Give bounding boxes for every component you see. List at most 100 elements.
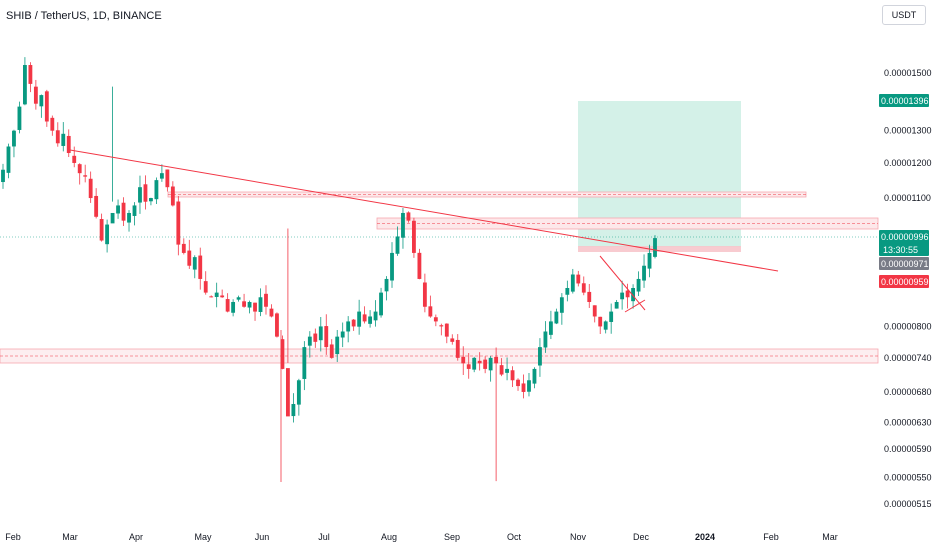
candle-body [625, 290, 630, 298]
candle-body [285, 368, 290, 417]
candle-body [214, 292, 219, 297]
candle-body [198, 255, 203, 279]
candle-body [472, 357, 477, 370]
x-tick-label: Feb [763, 532, 779, 542]
y-tick-label: 0.00001200 [884, 158, 932, 168]
x-tick-label: Jul [318, 532, 330, 542]
candles-layer [1, 57, 657, 482]
candle-body [538, 347, 542, 366]
trendline-main[interactable] [69, 149, 779, 272]
candle-body [258, 297, 263, 312]
x-tick-label: Aug [381, 532, 397, 542]
candle-body [576, 274, 581, 284]
candle-body [1, 169, 5, 183]
candle-body [554, 311, 559, 324]
candle-body [620, 292, 625, 300]
x-tick-label: Nov [570, 532, 587, 542]
candle-body [187, 250, 192, 266]
candle-body [72, 155, 77, 163]
candle-body [422, 282, 427, 307]
price-tag [879, 94, 929, 107]
candle-body [642, 265, 646, 281]
candle-body [499, 365, 504, 375]
candle-body [192, 257, 197, 270]
candle-body [116, 205, 120, 214]
y-axis: 0.00001500 0.00001300 0.00001200 0.00001100… [884, 68, 932, 509]
candle-body [379, 292, 383, 316]
candle-body [351, 319, 356, 327]
candle-body [203, 281, 208, 293]
candle-body [22, 65, 27, 105]
candle-body [581, 283, 586, 293]
price-tags: 0.00001396 0.00000996 13:30:55 0.00000971 0.… [879, 94, 929, 288]
y-tick-label: 0.00001300 [884, 126, 932, 136]
candle-body [50, 117, 55, 131]
currency-button[interactable]: USDT [882, 5, 926, 25]
candle-body [275, 313, 279, 337]
candle-body [302, 347, 307, 379]
candle-body [88, 178, 93, 199]
candle-body [417, 252, 422, 279]
candle-body [521, 383, 526, 392]
candle-body [494, 356, 499, 364]
candle-body [455, 339, 460, 358]
candle-body [340, 331, 345, 338]
candle-body [127, 212, 131, 223]
price-tag [879, 275, 929, 288]
x-tick-label: May [194, 532, 212, 542]
candle-body [559, 297, 564, 313]
candle-body [395, 236, 400, 254]
chart-title: SHIB / TetherUS, 1D, BINANCE [6, 10, 162, 22]
candle-body [138, 187, 142, 203]
candle-body [439, 325, 444, 327]
candle-body [428, 306, 433, 317]
candle-body [384, 278, 389, 292]
candle-body [77, 164, 82, 174]
candle-body [357, 311, 362, 327]
trendline-short[interactable] [599, 255, 646, 311]
candle-body [61, 133, 66, 146]
candle-body [390, 252, 394, 281]
x-tick-label: Sep [444, 532, 460, 542]
candle-body [362, 314, 367, 322]
candle-body [461, 356, 466, 364]
candle-body [291, 403, 296, 417]
candle-body [527, 380, 531, 392]
candle-body [264, 293, 268, 307]
candle-body [587, 291, 592, 302]
candle-body [170, 186, 175, 206]
candle-body [548, 321, 553, 335]
x-tick-label: Mar [62, 532, 78, 542]
y-tick-label: 0.00000590 [884, 444, 932, 454]
candle-body [609, 311, 614, 322]
candle-body [647, 252, 652, 269]
candle-body [242, 301, 246, 307]
candle-body [83, 175, 88, 177]
candle-body [99, 219, 104, 241]
candle-body [121, 202, 126, 221]
candle-body [335, 336, 340, 355]
candle-body [401, 212, 405, 238]
candle-body [318, 326, 323, 341]
candle-body [653, 238, 657, 257]
candle-body [247, 301, 252, 308]
x-tick-label: Mar [822, 532, 838, 542]
x-tick-label: Jun [255, 532, 270, 542]
price-tag-label: 0.00001396 [881, 96, 929, 106]
trendline-short-b[interactable] [624, 299, 646, 313]
y-tick-label: 0.00000680 [884, 387, 932, 397]
candle-body [105, 224, 110, 245]
candle-body [592, 305, 597, 317]
candle-body [466, 364, 471, 369]
candle-body [149, 198, 153, 202]
x-tick-label: Oct [507, 532, 522, 542]
candle-body [225, 299, 230, 312]
candle-body [132, 205, 137, 216]
candle-body [17, 106, 22, 130]
candle-body [444, 323, 449, 337]
candle-body [433, 317, 438, 322]
candle-body [307, 336, 312, 346]
price-tag [879, 230, 929, 256]
candle-body [220, 295, 225, 298]
